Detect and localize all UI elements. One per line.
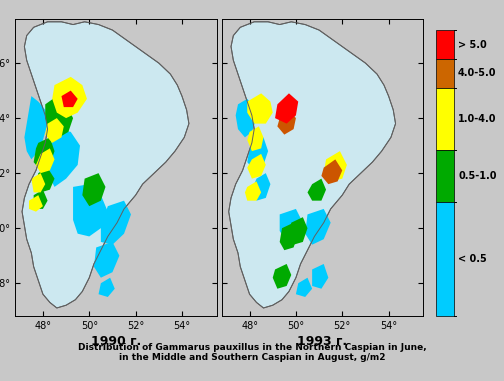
Polygon shape [322,159,342,184]
Polygon shape [289,217,307,245]
Polygon shape [273,264,291,289]
Polygon shape [245,181,261,201]
Polygon shape [34,138,54,170]
Polygon shape [247,138,268,170]
Polygon shape [52,77,87,118]
Bar [436,202,454,316]
Polygon shape [277,110,296,134]
Polygon shape [47,129,80,187]
Polygon shape [252,173,271,201]
X-axis label: 1990 г.: 1990 г. [91,335,141,348]
Polygon shape [34,190,47,209]
Polygon shape [305,209,331,245]
Polygon shape [280,209,303,242]
Text: > 5.0: > 5.0 [458,40,487,50]
Polygon shape [229,22,396,308]
Text: < 0.5: < 0.5 [458,254,487,264]
Polygon shape [24,96,47,159]
Polygon shape [36,148,54,173]
X-axis label: 1993 г.: 1993 г. [297,335,348,348]
Polygon shape [61,91,78,107]
Polygon shape [94,242,119,278]
Polygon shape [82,173,105,206]
Bar [436,150,454,202]
Text: 1.0-4.0: 1.0-4.0 [458,114,496,124]
Text: Distribution of Gammarus pauxillus in the Northern Caspian in June,
in the Middl: Distribution of Gammarus pauxillus in th… [78,343,426,362]
Polygon shape [324,151,347,181]
Bar [436,88,454,150]
Polygon shape [22,22,189,308]
Polygon shape [296,278,312,297]
Polygon shape [247,154,266,179]
Polygon shape [45,118,64,143]
Polygon shape [29,195,43,212]
Polygon shape [247,93,273,123]
Polygon shape [275,93,298,123]
Polygon shape [101,201,131,245]
Text: 0.5-1.0: 0.5-1.0 [458,171,496,181]
Text: 4.0-5.0: 4.0-5.0 [458,68,496,78]
Polygon shape [99,278,115,297]
Polygon shape [36,168,54,192]
Polygon shape [312,264,328,289]
Polygon shape [236,99,257,138]
Polygon shape [31,173,45,192]
Polygon shape [280,223,298,250]
Polygon shape [247,126,264,151]
Polygon shape [45,96,73,138]
Polygon shape [73,184,108,237]
Bar [436,59,454,88]
Polygon shape [307,179,326,201]
Bar [436,30,454,59]
